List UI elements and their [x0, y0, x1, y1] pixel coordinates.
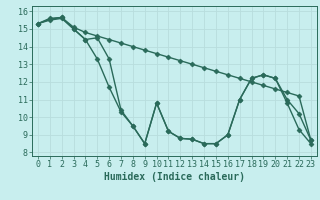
X-axis label: Humidex (Indice chaleur): Humidex (Indice chaleur) [104, 172, 245, 182]
